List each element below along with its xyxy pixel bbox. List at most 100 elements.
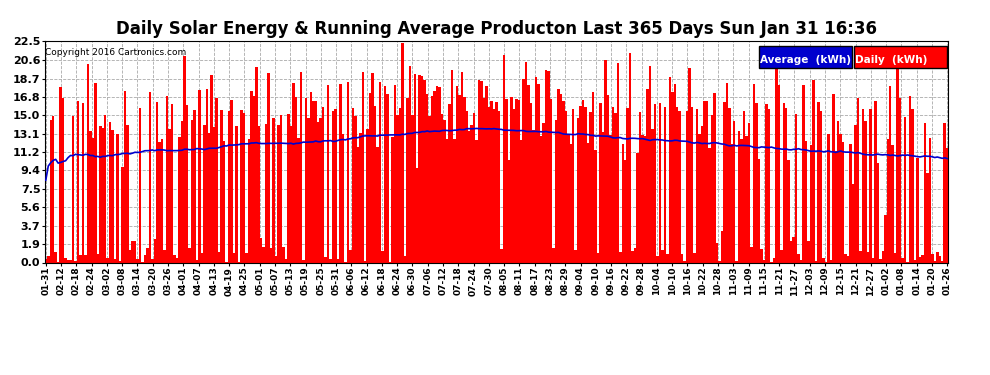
Bar: [320, 118, 322, 262]
Bar: [74, 261, 77, 262]
Bar: [939, 256, 940, 262]
Bar: [181, 121, 183, 262]
Bar: [787, 160, 790, 262]
Bar: [193, 110, 196, 262]
Bar: [401, 43, 404, 262]
Bar: [612, 107, 614, 262]
Bar: [132, 240, 134, 262]
Bar: [741, 138, 742, 262]
Bar: [856, 98, 859, 262]
Bar: [458, 95, 460, 262]
Bar: [916, 158, 919, 262]
Bar: [248, 139, 250, 262]
Bar: [864, 121, 866, 262]
Bar: [792, 237, 795, 262]
Bar: [849, 144, 851, 262]
Bar: [156, 102, 158, 262]
Bar: [678, 111, 681, 262]
Bar: [236, 126, 238, 262]
Bar: [830, 260, 832, 262]
Bar: [359, 133, 361, 262]
Bar: [272, 118, 275, 262]
Bar: [394, 85, 396, 262]
Bar: [473, 113, 475, 262]
Bar: [302, 260, 305, 262]
Bar: [530, 103, 533, 262]
Bar: [411, 115, 414, 262]
Bar: [406, 98, 409, 262]
Bar: [765, 104, 767, 262]
Bar: [589, 111, 592, 262]
Bar: [79, 255, 82, 262]
Bar: [513, 109, 515, 262]
Bar: [327, 85, 330, 262]
Bar: [255, 68, 257, 262]
Text: Copyright 2016 Cartronics.com: Copyright 2016 Cartronics.com: [46, 48, 187, 57]
Bar: [805, 141, 807, 262]
Bar: [305, 98, 307, 262]
Bar: [564, 111, 567, 262]
Bar: [399, 108, 401, 262]
Bar: [648, 66, 651, 262]
Bar: [940, 261, 943, 262]
Bar: [119, 261, 122, 262]
Bar: [446, 139, 448, 262]
Bar: [173, 255, 176, 262]
Bar: [876, 163, 879, 262]
Bar: [218, 252, 221, 262]
Bar: [233, 254, 236, 262]
Bar: [723, 102, 726, 262]
Bar: [945, 147, 948, 262]
Bar: [453, 140, 455, 262]
Bar: [171, 104, 173, 262]
Bar: [934, 261, 936, 262]
Bar: [651, 129, 653, 262]
Bar: [485, 86, 488, 262]
Bar: [124, 92, 127, 262]
Bar: [450, 70, 453, 262]
Bar: [396, 115, 399, 262]
Bar: [859, 251, 861, 262]
Bar: [109, 122, 112, 262]
Bar: [602, 132, 604, 262]
Bar: [653, 104, 656, 262]
Bar: [931, 254, 934, 262]
Bar: [693, 254, 696, 262]
Bar: [594, 150, 597, 262]
Bar: [310, 92, 312, 262]
Bar: [807, 242, 810, 262]
Bar: [718, 261, 721, 262]
Bar: [282, 248, 285, 262]
Bar: [158, 142, 161, 262]
Bar: [275, 256, 277, 262]
Bar: [384, 86, 386, 262]
Bar: [69, 260, 72, 262]
Bar: [488, 106, 490, 262]
Bar: [592, 92, 594, 262]
Text: Average  (kWh): Average (kWh): [760, 55, 851, 65]
Bar: [661, 250, 663, 262]
Bar: [335, 109, 337, 262]
Bar: [231, 100, 233, 262]
Bar: [330, 258, 332, 262]
Bar: [604, 60, 607, 262]
Bar: [285, 259, 287, 262]
Bar: [468, 130, 470, 262]
Bar: [706, 101, 708, 262]
Bar: [349, 250, 351, 262]
Bar: [782, 104, 785, 262]
Bar: [711, 116, 713, 262]
Bar: [549, 99, 552, 262]
Bar: [866, 252, 869, 262]
Bar: [434, 92, 436, 262]
Bar: [243, 113, 246, 262]
Bar: [404, 255, 406, 262]
Bar: [300, 72, 302, 262]
Bar: [151, 259, 153, 262]
Bar: [114, 259, 117, 262]
Bar: [369, 93, 371, 262]
Bar: [624, 160, 627, 262]
Bar: [206, 88, 208, 262]
Bar: [943, 123, 945, 262]
Bar: [802, 85, 805, 262]
